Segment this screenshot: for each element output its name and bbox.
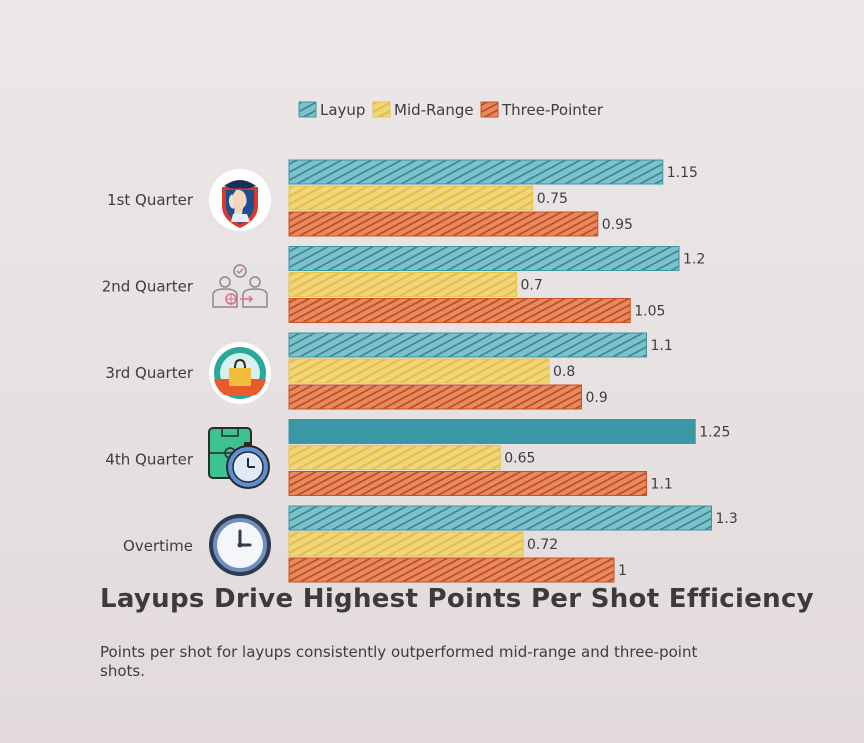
data-label: 1.2	[683, 252, 705, 268]
legend-label: Three-Pointer	[501, 101, 604, 119]
legend-swatch	[480, 101, 499, 118]
category-axis: 1st Quarter 2nd Quarter 3rd Quarter 4th Qua…	[102, 191, 194, 555]
data-label: 1.15	[667, 165, 698, 181]
bar	[288, 185, 534, 211]
category-label: 3rd Quarter	[105, 364, 194, 382]
category-label: 4th Quarter	[105, 451, 193, 469]
bar	[288, 384, 582, 410]
bar	[288, 211, 599, 237]
shopping-bag-icon	[209, 342, 271, 404]
data-label: 1.05	[634, 304, 665, 320]
data-label: 1.25	[699, 425, 730, 441]
bar	[288, 246, 680, 271]
bar	[288, 358, 550, 384]
chart-subtitle: Points per shot for layups consistently …	[100, 643, 698, 680]
bar	[288, 419, 696, 444]
bars	[288, 159, 712, 583]
legend-swatch	[298, 101, 317, 118]
basketball-players-icon	[212, 264, 268, 308]
legend: Layup Mid-Range Three-Pointer	[298, 101, 604, 119]
data-label: 1.1	[651, 477, 673, 493]
data-label: 1.3	[716, 511, 738, 527]
bar	[288, 557, 615, 583]
value-labels: 1.15 0.75 0.95 1.2 0.7 1.05 1.1 0.8 0.9 1.25 0.65 1…	[504, 165, 738, 579]
legend-label: Layup	[320, 101, 365, 119]
bar	[288, 531, 524, 557]
data-label: 0.75	[537, 191, 568, 207]
bar	[288, 272, 517, 297]
clock-icon	[209, 514, 271, 576]
legend-swatch	[372, 101, 391, 118]
data-label: 1	[618, 563, 627, 579]
bar	[288, 332, 647, 358]
patriot-mascot-icon	[209, 169, 271, 231]
category-label: Overtime	[123, 537, 193, 555]
legend-label: Mid-Range	[394, 101, 474, 119]
data-label: 0.9	[586, 390, 608, 406]
tactics-board-timer-icon	[208, 427, 270, 489]
data-label: 0.7	[521, 278, 543, 294]
data-label: 0.8	[553, 364, 575, 380]
category-icons	[208, 169, 271, 576]
chart-title: Layups Drive Highest Points Per Shot Eff…	[100, 584, 814, 614]
bar	[288, 471, 647, 496]
category-label: 2nd Quarter	[102, 278, 194, 296]
bar	[288, 445, 501, 470]
bar	[288, 298, 631, 323]
category-label: 1st Quarter	[107, 191, 194, 209]
data-label: 0.72	[527, 537, 558, 553]
bar	[288, 505, 712, 531]
data-label: 1.1	[651, 338, 673, 354]
data-label: 0.65	[504, 451, 535, 467]
data-label: 0.95	[602, 217, 633, 233]
bar	[288, 159, 664, 185]
